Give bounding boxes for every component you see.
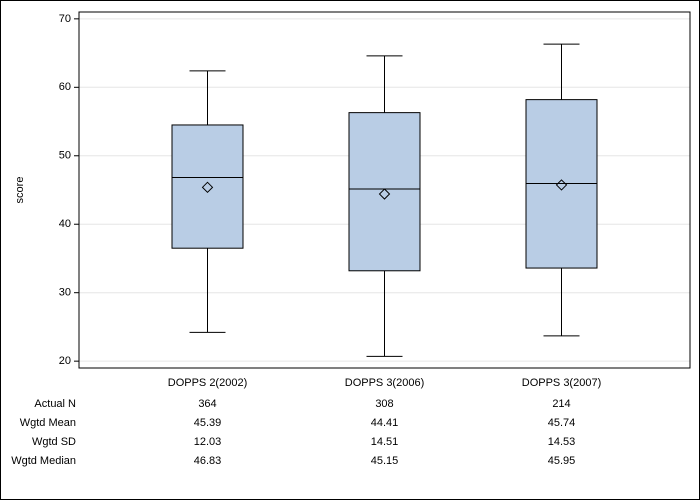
y-tick-label: 50 [59,150,71,162]
table-row-label: Wgtd Median [11,455,76,467]
table-row-label: Actual N [34,398,76,410]
y-tick-label: 70 [59,13,71,25]
table-cell: 364 [198,398,216,410]
table-cell: 46.83 [194,455,222,467]
y-axis-label: score [14,177,26,204]
table-cell: 44.41 [371,417,399,429]
mean-marker [201,181,214,194]
box [348,112,421,272]
table-row-label: Wgtd Mean [20,417,76,429]
table-cell: 308 [375,398,393,410]
table-cell: 45.95 [548,455,576,467]
table-cell: 45.39 [194,417,222,429]
x-tick-label: DOPPS 3(2007) [522,377,601,389]
table-cell: 12.03 [194,436,222,448]
table-cell: 14.51 [371,436,399,448]
x-tick-label: DOPPS 3(2006) [345,377,424,389]
table-cell: 45.74 [548,417,576,429]
table-cell: 214 [552,398,570,410]
table-cell: 14.53 [548,436,576,448]
mean-marker [555,179,568,191]
y-tick-label: 30 [59,287,71,299]
y-tick-label: 20 [59,355,71,367]
table-row-label: Wgtd SD [32,436,76,448]
y-tick-label: 40 [59,218,71,230]
table-cell: 45.15 [371,455,399,467]
y-tick-label: 60 [59,81,71,93]
x-tick-label: DOPPS 2(2002) [168,377,247,389]
box [171,124,244,249]
mean-marker [378,188,391,200]
plot-area [78,11,691,369]
